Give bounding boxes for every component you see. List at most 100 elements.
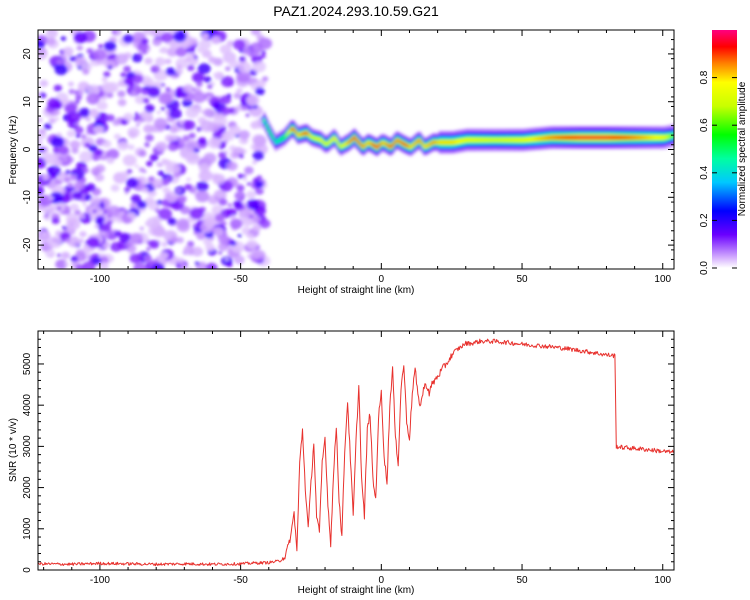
ridge-cell	[416, 139, 419, 143]
noise-blob	[106, 114, 115, 122]
ridge-cell	[436, 140, 440, 144]
ridge-cell	[335, 138, 338, 142]
ridge-layer	[263, 111, 674, 157]
ridge-cell	[652, 135, 656, 140]
noise-blob	[229, 59, 239, 69]
snr-frame	[37, 330, 675, 571]
noise-blob	[124, 187, 131, 193]
ridge-cell	[639, 135, 642, 140]
ridge-cell	[263, 119, 266, 123]
ridge-cell	[447, 140, 451, 145]
noise-blob	[160, 106, 166, 111]
noise-blob	[114, 53, 129, 65]
noise-blob	[255, 87, 265, 96]
ridge-cell	[474, 137, 478, 142]
noise-blob	[152, 38, 162, 46]
ridge-cell	[510, 137, 514, 142]
noise-blob	[111, 30, 117, 35]
ridge-cell	[582, 135, 586, 140]
noise-blob	[214, 213, 225, 222]
noise-blob	[133, 262, 147, 269]
noise-blob	[167, 217, 177, 226]
noise-blob	[120, 72, 127, 78]
noise-blob	[158, 252, 169, 260]
snr-y-tick-label: 3000	[22, 435, 33, 458]
noise-blob	[86, 237, 100, 249]
noise-blob	[138, 150, 147, 157]
noise-blob	[51, 136, 65, 148]
noise-blob	[56, 253, 62, 257]
noise-blob	[94, 224, 99, 229]
noise-blob	[254, 178, 259, 182]
noise-blob	[219, 73, 224, 77]
ridge-cell	[567, 135, 570, 140]
colorbar-tick-label: 0.4	[699, 165, 710, 179]
ridge-cell	[443, 140, 446, 145]
noise-blob	[218, 198, 228, 206]
noise-blob	[145, 78, 154, 86]
ridge-cell	[562, 135, 566, 140]
noise-blob	[143, 255, 152, 263]
ridge-cell	[441, 140, 444, 145]
noise-blob-layer	[38, 30, 273, 269]
noise-blob	[215, 197, 219, 201]
ridge-cell	[555, 135, 559, 140]
noise-blob	[150, 30, 160, 37]
noise-blob	[140, 180, 147, 185]
noise-blob	[103, 246, 108, 250]
noise-blob	[226, 40, 234, 47]
noise-blob	[223, 132, 235, 141]
noise-blob	[189, 37, 198, 45]
noise-blob	[225, 66, 231, 71]
noise-blob	[134, 95, 146, 105]
noise-blob	[250, 250, 262, 260]
noise-blob	[119, 232, 131, 243]
snr-x-tick-label: -100	[90, 575, 110, 586]
noise-blob	[103, 213, 109, 218]
ridge-cell	[450, 140, 453, 145]
ridge-cell	[481, 137, 485, 142]
noise-blob	[64, 103, 77, 114]
noise-blob	[151, 263, 165, 269]
ridge-cell	[501, 137, 505, 142]
ridge-cell	[299, 132, 302, 137]
ridge-cell	[470, 137, 473, 142]
ridge-cell	[528, 137, 532, 142]
noise-blob	[236, 184, 245, 192]
spectrogram-y-tick-label: 0	[22, 146, 33, 152]
noise-blob	[218, 151, 227, 159]
noise-blob	[141, 187, 149, 193]
noise-blob	[144, 104, 155, 113]
colorbar: 0.0 0.2 0.4 0.6 0.8 Normalized spectral ampl…	[699, 30, 748, 275]
noise-blob	[64, 262, 69, 266]
noise-blob	[155, 141, 168, 152]
spectrogram-y-tick-label: -20	[22, 237, 33, 252]
noise-blob	[154, 81, 161, 88]
snr-x-label: Height of straight line (km)	[298, 585, 415, 596]
ridge-cell	[378, 143, 381, 147]
noise-blob	[252, 216, 261, 223]
noise-blob	[162, 180, 168, 186]
noise-blob	[134, 164, 139, 168]
noise-blob	[66, 130, 76, 138]
noise-blob	[182, 84, 194, 94]
noise-blob	[48, 117, 56, 124]
noise-blob	[191, 246, 204, 257]
noise-blob	[114, 230, 122, 237]
ridge-cell	[497, 137, 500, 142]
noise-blob	[79, 238, 84, 243]
noise-blob	[43, 123, 52, 130]
ridge-cell	[384, 142, 388, 146]
noise-blob	[232, 39, 246, 50]
ridge-cell	[353, 136, 356, 140]
ridge-cell	[531, 137, 534, 142]
noise-blob	[137, 119, 143, 124]
noise-blob	[259, 219, 271, 229]
noise-blob	[95, 149, 104, 156]
noise-blob	[176, 64, 182, 70]
noise-blob	[110, 184, 120, 192]
noise-blob	[39, 92, 47, 99]
noise-blob	[146, 217, 160, 229]
ridge-cell	[407, 144, 410, 148]
noise-blob	[92, 209, 97, 214]
